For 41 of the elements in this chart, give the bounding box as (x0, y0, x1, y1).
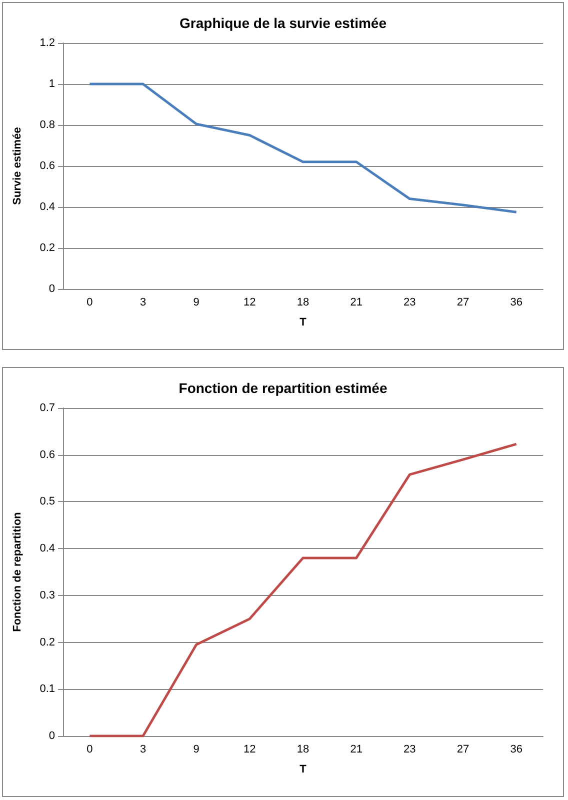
y-tick-label: 0 (48, 283, 55, 295)
y-tick-label: 1 (48, 78, 55, 90)
x-tick-label: 36 (510, 744, 522, 756)
x-tick-label: 21 (350, 744, 362, 756)
x-tick-label: 0 (86, 744, 93, 756)
y-tick-label: 0 (48, 730, 55, 742)
y-tick-label: 0.2 (40, 242, 55, 254)
line-series (88, 82, 518, 214)
y-tick-label: 0.4 (40, 542, 55, 555)
y-tick-label: 0.3 (40, 589, 55, 602)
x-axis-title: T (300, 316, 307, 328)
y-tick-label: 1.2 (40, 37, 55, 49)
y-tick-label: 0.5 (40, 496, 55, 508)
y-tick-label: 0.6 (40, 160, 55, 172)
x-tick-label: 36 (510, 296, 522, 308)
y-tick-label: 0.4 (40, 201, 55, 213)
x-tick-label: 18 (296, 296, 310, 308)
x-tick-label: 0 (86, 296, 93, 308)
x-tick-label: 27 (456, 744, 470, 756)
x-tick-label: 23 (404, 296, 416, 308)
x-tick-label: 18 (296, 744, 310, 756)
x-axis-title: T (300, 764, 307, 776)
chart-title: Fonction de repartition estimée (178, 380, 388, 396)
y-tick-label: 0.7 (40, 402, 55, 414)
x-tick-label: 23 (404, 744, 416, 756)
line-series (88, 442, 518, 738)
x-tick-label: 12 (244, 296, 256, 308)
x-tick-label: 9 (193, 296, 200, 308)
y-tick-label: 0.2 (40, 636, 55, 648)
y-tick-label: 0.1 (40, 683, 55, 696)
x-tick-label: 21 (350, 296, 362, 308)
y-tick-label: 0.6 (40, 448, 55, 461)
x-tick-label: 3 (140, 296, 146, 308)
x-tick-label: 27 (456, 296, 470, 308)
chart-title: Graphique de la survie estimée (180, 15, 387, 31)
y-axis-title: Survie estimée (12, 127, 24, 205)
x-tick-label: 9 (193, 744, 200, 756)
y-axis-title: Fonction de repartition (12, 512, 24, 632)
x-tick-label: 12 (244, 744, 256, 756)
x-tick-label: 3 (140, 744, 146, 756)
y-tick-label: 0.8 (40, 119, 55, 131)
